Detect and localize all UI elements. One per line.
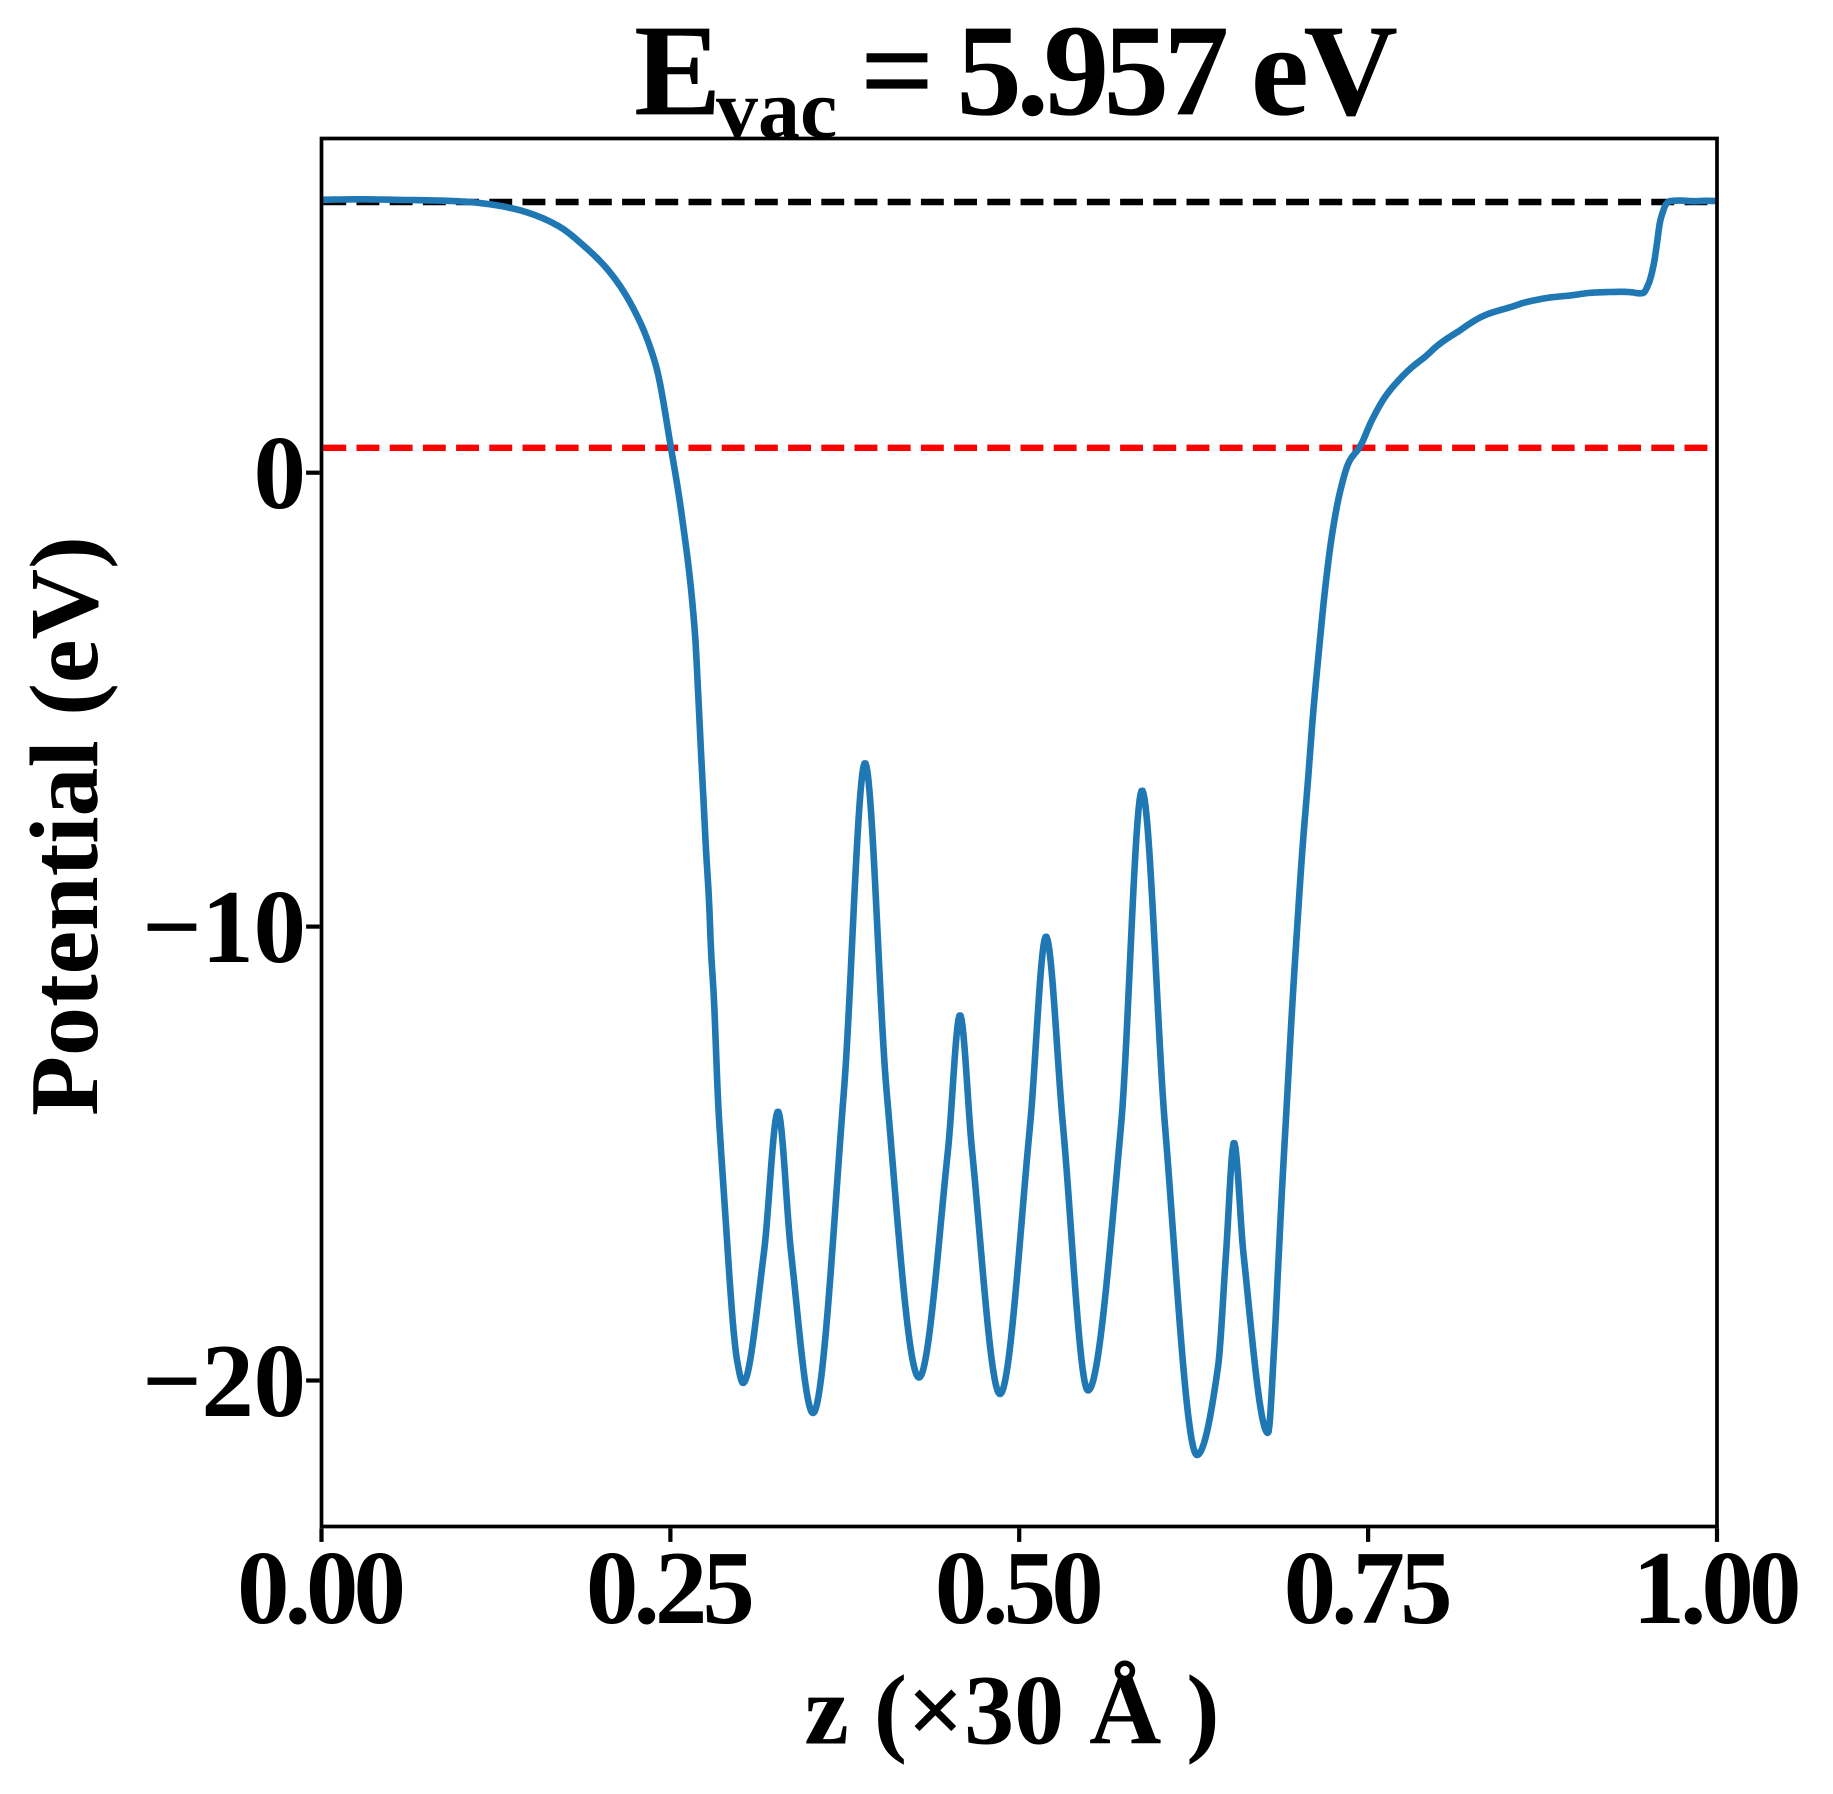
svg-text:0.50: 0.50 — [935, 1529, 1104, 1646]
svg-text:= 5.957 eV: = 5.957 eV — [860, 0, 1398, 143]
svg-text:1.00: 1.00 — [1633, 1529, 1802, 1646]
svg-text:−20: −20 — [142, 1322, 306, 1439]
svg-text:0: 0 — [254, 414, 307, 531]
svg-text:z (×30 Å ): z (×30 Å ) — [804, 1655, 1219, 1766]
svg-text:0.25: 0.25 — [586, 1529, 755, 1646]
svg-text:0.00: 0.00 — [237, 1529, 406, 1646]
svg-text:0.75: 0.75 — [1284, 1529, 1453, 1646]
svg-text:Potential (eV): Potential (eV) — [11, 536, 119, 1116]
svg-text:E: E — [634, 0, 721, 143]
svg-text:vac: vac — [716, 63, 837, 156]
svg-text:−10: −10 — [142, 868, 306, 985]
